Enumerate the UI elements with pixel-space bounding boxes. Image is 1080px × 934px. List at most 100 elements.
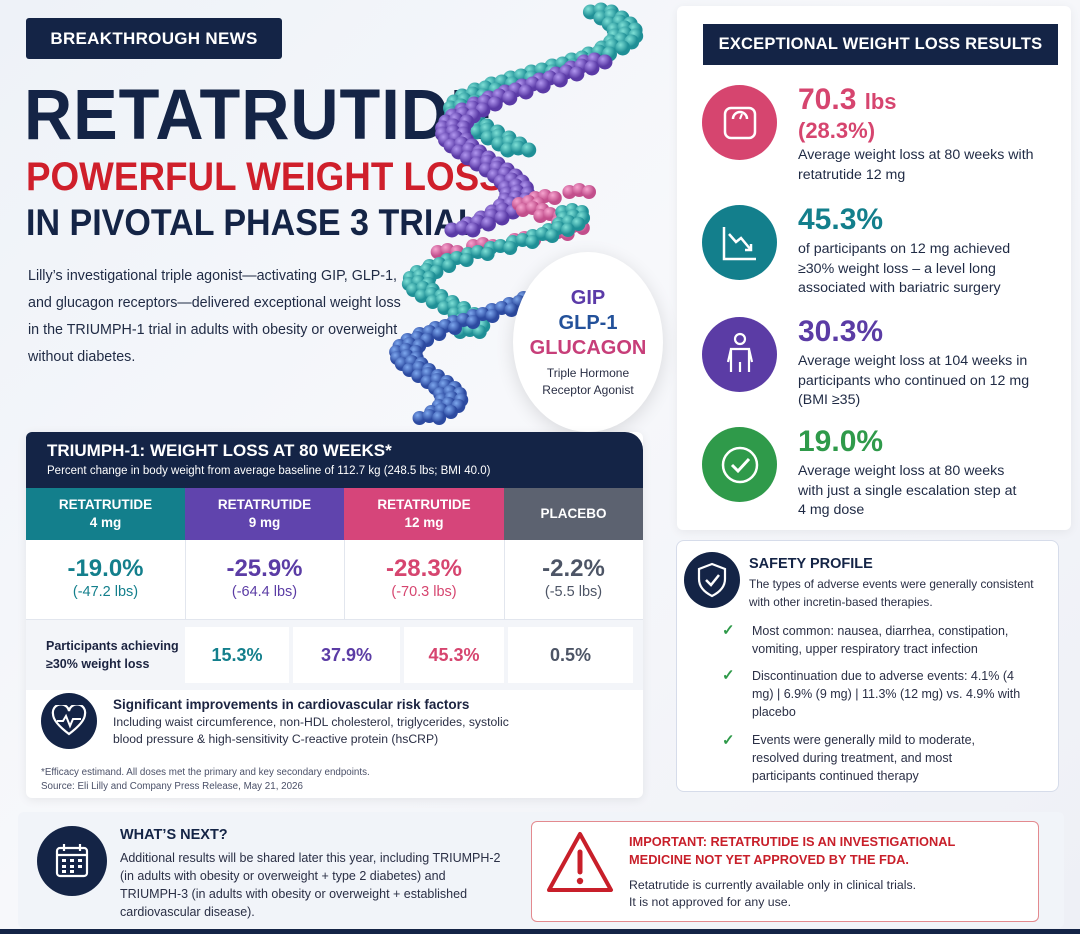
safety-item-3: Events were generally mild to moderate, … (752, 733, 976, 783)
achieve-placebo: 0.5% (508, 627, 633, 683)
helix-bead (494, 210, 510, 226)
page-title: RETATRUTIDE (24, 76, 496, 155)
scale-icon (702, 85, 777, 160)
intro-text: Lilly’s investigational triple agonist—a… (28, 268, 401, 365)
heart-pulse-icon (41, 693, 97, 749)
hormone-circle: GIP GLP-1 GLUCAGON Triple Hormone Recept… (513, 252, 663, 432)
result-1-sub: (28.3%) (798, 118, 876, 143)
result-4-value: 19.0% (798, 425, 884, 458)
safety-intro: The types of adverse events were general… (749, 577, 1034, 609)
result-3-value: 30.3% (798, 315, 884, 348)
pct-placebo: -2.2% (542, 555, 605, 582)
result-2-desc: of participants on 12 mg achieved ≥30% w… (798, 241, 1011, 296)
bottom-bar (0, 929, 1080, 934)
next-title: WHAT’S NEXT? (120, 827, 228, 843)
result-1-value: 70.3 lbs (798, 83, 897, 116)
footnote: *Efficacy estimand. All doses met the pr… (41, 767, 370, 792)
title-line-3: IN PIVOTAL PHASE 3 TRIAL (26, 202, 479, 243)
achieve-label: Participants achieving ≥30% weight loss (46, 639, 179, 671)
helix-bead (465, 222, 481, 238)
trial-header (26, 432, 643, 488)
lbs-placebo: (-5.5 lbs) (544, 584, 603, 600)
column-header-9mg: RETATRUTIDE 9 mg (185, 488, 344, 540)
hormone-glucagon: GLUCAGON (529, 336, 647, 359)
helix-bead (487, 96, 503, 112)
warning-text: Retatrutide is currently available only … (629, 878, 917, 909)
warning-icon (547, 832, 613, 892)
check-icon: ✓ (722, 732, 735, 749)
hormone-glp1: GLP-1 (558, 311, 618, 334)
calendar-icon (37, 826, 107, 896)
pct-row (26, 540, 643, 620)
helix-bead (552, 72, 568, 88)
helix-bead (521, 142, 537, 158)
warning-panel (531, 821, 1039, 922)
check-icon: ✓ (722, 622, 735, 639)
trial-subtitle: Percent change in body weight from avera… (47, 465, 491, 477)
helix-bead (615, 40, 631, 56)
helix-bead (502, 90, 518, 106)
result-1-desc: Average weight loss at 80 weeks with ret… (798, 147, 1034, 183)
helix-bead (503, 241, 518, 255)
title-line-2: POWERFUL WEIGHT LOSS (26, 155, 504, 199)
helix-bead (569, 66, 585, 82)
cv-text: Including waist circumference, non-HDL c… (113, 715, 509, 746)
divider (504, 540, 505, 620)
helix-bead (560, 223, 575, 237)
column-header-4mg: RETATRUTIDE 4 mg (26, 488, 185, 540)
helix-bead (443, 405, 458, 419)
divider (344, 540, 345, 620)
trend-down-icon (702, 205, 777, 280)
result-3-desc: Average weight loss at 104 weeks in part… (798, 353, 1030, 408)
check-icon: ✓ (722, 667, 735, 684)
shield-check-icon (684, 552, 740, 608)
cv-title: Significant improvements in cardiovascul… (113, 697, 470, 712)
molecule-helix-illustration (389, 2, 644, 425)
divider (185, 540, 186, 620)
lbs-4mg: (-47.2 lbs) (72, 584, 139, 600)
helix-bead (480, 247, 495, 261)
helix-bead (432, 327, 447, 341)
pct-9mg: -25.9% (226, 555, 303, 582)
next-text: Additional results will be shared later … (120, 851, 501, 919)
helix-bead (571, 217, 586, 231)
result-2-value: 45.3% (798, 203, 884, 236)
achieve-12mg: 45.3% (404, 627, 504, 683)
helix-bead (485, 309, 500, 323)
column-header-12mg: RETATRUTIDE 12 mg (344, 488, 504, 540)
safety-item-1: Most common: nausea, diarrhea, constipat… (752, 624, 1009, 656)
pct-12mg: -28.3% (385, 555, 463, 582)
helix-bead (582, 185, 597, 199)
hormone-subtitle: Triple Hormone Receptor Agonist (542, 365, 634, 397)
achieve-4mg: 15.3% (185, 627, 289, 683)
helix-bead (447, 321, 462, 335)
helix-bead (504, 303, 519, 317)
helix-bead (597, 54, 613, 70)
person-icon (702, 317, 777, 392)
safety-title: SAFETY PROFILE (749, 556, 873, 572)
lbs-9mg: (-64.4 lbs) (231, 584, 298, 600)
helix-bead (442, 259, 457, 273)
helix-bead (466, 315, 481, 329)
column-header-placebo: PLACEBO (504, 488, 643, 540)
helix-bead (584, 60, 600, 76)
helix-bead (547, 191, 562, 205)
lbs-12mg: (-70.3 lbs) (391, 584, 457, 600)
helix-bead (525, 235, 540, 249)
achieve-9mg: 37.9% (293, 627, 400, 683)
check-circle-icon (702, 427, 777, 502)
results-header: EXCEPTIONAL WEIGHT LOSS RESULTS (703, 24, 1058, 65)
helix-bead (545, 229, 560, 243)
helix-bead (480, 216, 496, 232)
safety-item-2: Discontinuation due to adverse events: 4… (752, 669, 1021, 719)
helix-bead (459, 253, 474, 267)
result-4-desc: Average weight loss at 80 weeks with jus… (798, 463, 1017, 518)
helix-bead (518, 84, 534, 100)
helix-bead (432, 411, 447, 425)
breakthrough-badge: BREAKTHROUGH NEWS (26, 18, 282, 59)
warning-title: IMPORTANT: RETATRUTIDE IS AN INVESTIGATI… (629, 834, 956, 867)
helix-bead (472, 325, 487, 339)
helix-bead (535, 78, 551, 94)
hormone-gip: GIP (570, 286, 606, 309)
trial-title: TRIUMPH-1: WEIGHT LOSS AT 80 WEEKS* (47, 441, 392, 460)
